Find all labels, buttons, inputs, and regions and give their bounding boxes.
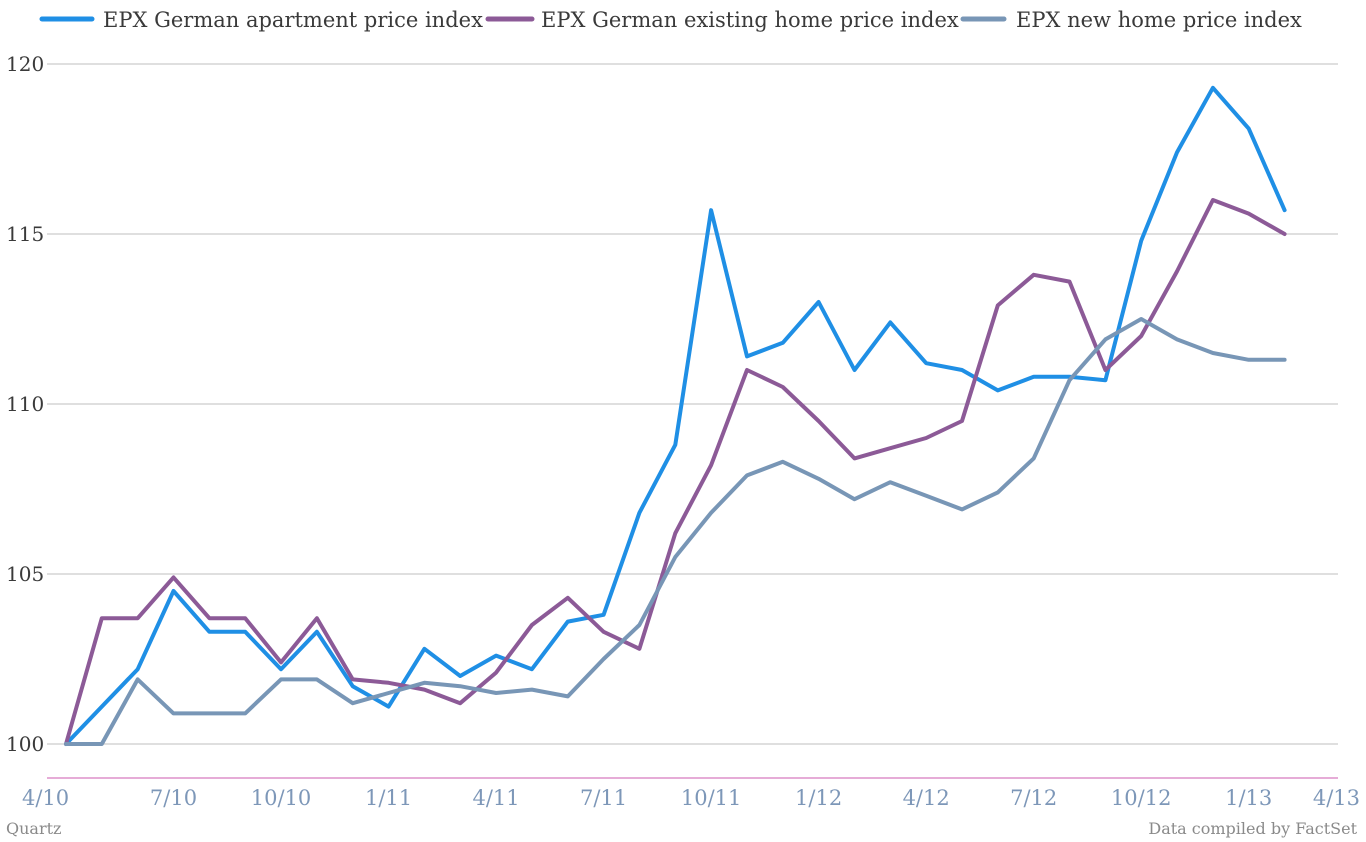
x-tick-label: 4/10	[22, 786, 69, 810]
x-tick-label: 1/11	[365, 786, 412, 810]
y-axis-ticks: 100 105 110 115 120	[6, 52, 44, 756]
x-tick-label: 4/13	[1313, 786, 1360, 810]
footer-source-right: Data compiled by FactSet	[1148, 819, 1357, 838]
x-tick-label: 10/11	[681, 786, 742, 810]
x-tick-label: 4/12	[903, 786, 950, 810]
x-tick-label: 7/11	[580, 786, 627, 810]
x-tick-label: 7/10	[150, 786, 197, 810]
legend: EPX German apartment price index EPX Germ…	[39, 8, 1302, 32]
series-line-1	[64, 85, 1287, 746]
legend-label: EPX German existing home price index	[541, 8, 959, 32]
x-tick-label: 7/12	[1010, 786, 1057, 810]
x-axis-ticks: 4/10 7/10 10/10 1/11 4/11 7/11 10/11 1/12 4/12 7/…	[22, 786, 1360, 810]
y-tick-label: 115	[6, 222, 44, 246]
x-tick-label: 1/13	[1225, 786, 1272, 810]
series-lines	[64, 85, 1287, 746]
legend-label: EPX German apartment price index	[103, 8, 483, 32]
x-tick-label: 1/12	[795, 786, 842, 810]
series-line-2	[64, 198, 1287, 746]
series-line-3	[64, 317, 1287, 746]
x-tick-label: 10/12	[1111, 786, 1172, 810]
y-tick-label: 100	[6, 732, 44, 756]
legend-label: EPX new home price index	[1016, 8, 1302, 32]
x-tick-label: 4/11	[472, 786, 519, 810]
y-tick-label: 110	[6, 392, 44, 416]
y-tick-label: 105	[6, 562, 44, 586]
footer-source-left: Quartz	[6, 819, 61, 838]
y-tick-label: 120	[6, 52, 44, 76]
grid-lines	[47, 63, 1338, 745]
x-tick-label: 10/10	[251, 786, 312, 810]
